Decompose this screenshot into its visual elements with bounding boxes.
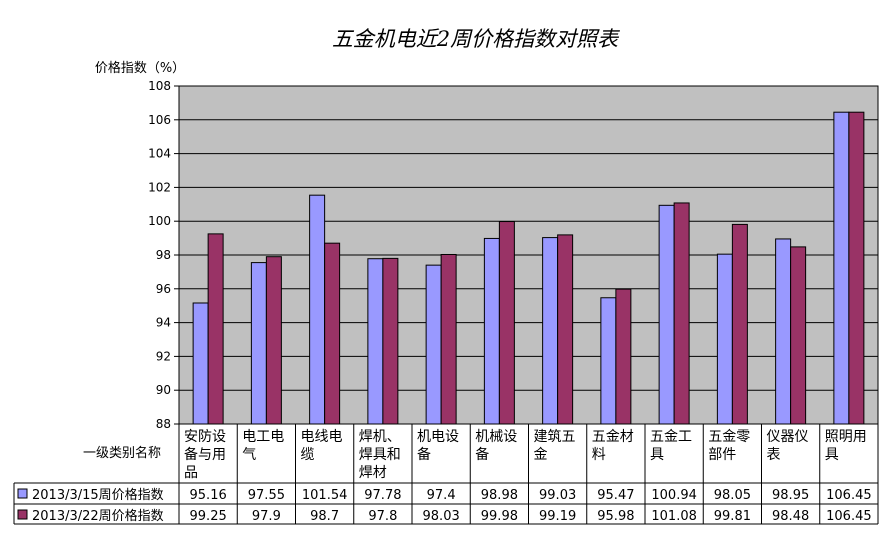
category-label: 五金材	[592, 429, 634, 445]
bar-2	[440, 253, 457, 425]
data-label-2: 99.25	[190, 509, 227, 524]
category-label: 料	[592, 447, 606, 463]
bar-2	[207, 233, 224, 425]
category-label: 部件	[708, 447, 736, 463]
y-tick-label: 104	[148, 147, 171, 161]
bar-2	[324, 242, 341, 425]
bar-1	[542, 237, 559, 425]
data-label-2: 97.8	[368, 509, 397, 524]
data-label-1: 97.55	[248, 488, 285, 503]
data-label-1: 98.05	[714, 488, 751, 503]
data-label-2: 98.48	[772, 509, 809, 524]
data-label-2: 95.98	[597, 509, 634, 524]
bar-1	[716, 253, 733, 425]
category-label: 焊具和	[359, 447, 401, 463]
category-label: 气	[242, 447, 256, 463]
bar-2	[382, 257, 399, 425]
y-tick-label: 108	[148, 79, 171, 93]
category-label: 金	[534, 447, 548, 463]
category-label: 具	[825, 447, 839, 463]
category-label: 建筑五	[534, 429, 576, 445]
category-label: 备	[417, 446, 431, 463]
data-label-1: 101.54	[302, 488, 348, 503]
bar-2	[265, 256, 282, 425]
data-label-2: 97.9	[252, 509, 281, 524]
data-label-1: 95.47	[597, 488, 634, 503]
data-label-1: 98.95	[772, 488, 809, 503]
data-label-2: 98.7	[310, 509, 339, 524]
legend-swatch-2	[17, 509, 28, 520]
series-name-2: 2013/3/22周价格指数	[32, 508, 164, 524]
category-label: 具	[650, 447, 664, 463]
data-label-1: 98.98	[481, 488, 518, 503]
y-axis-label: 价格指数（%）	[95, 60, 185, 76]
category-label: 焊机、	[359, 429, 401, 445]
y-tick-label: 102	[148, 180, 171, 194]
legend-swatch-1	[17, 488, 28, 499]
data-label-2: 106.45	[826, 509, 872, 524]
bar-1	[600, 297, 617, 425]
bar-2	[731, 223, 748, 425]
category-label: 焊材	[359, 465, 387, 481]
bar-2	[790, 246, 807, 425]
category-label: 机电设	[417, 429, 459, 445]
series-name-1: 2013/3/15周价格指数	[32, 487, 164, 503]
bar-2	[615, 288, 632, 425]
bar-1	[775, 238, 792, 425]
bar-1	[250, 262, 267, 425]
category-label: 五金工	[650, 429, 692, 445]
data-label-2: 99.81	[714, 509, 751, 524]
chart-title: 五金机电近2周价格指数对照表	[332, 27, 620, 51]
category-label: 缆	[301, 447, 315, 463]
y-tick-label: 106	[148, 113, 171, 127]
category-label: 备	[475, 446, 489, 463]
data-label-1: 100.94	[651, 488, 697, 503]
category-label: 品	[184, 465, 198, 481]
bar-1	[833, 111, 850, 425]
data-label-1: 97.4	[427, 488, 456, 503]
data-label-2: 101.08	[651, 509, 697, 524]
y-tick-label: 92	[156, 349, 171, 363]
y-tick-label: 88	[156, 417, 171, 431]
bar-1	[192, 302, 209, 425]
data-label-1: 97.78	[364, 488, 401, 503]
data-label-2: 98.03	[423, 509, 460, 524]
data-label-1: 95.16	[190, 488, 227, 503]
y-tick-label: 100	[148, 214, 171, 228]
data-label-1: 106.45	[826, 488, 872, 503]
data-label-1: 99.03	[539, 488, 576, 503]
y-tick-label: 98	[156, 248, 171, 262]
bar-2	[498, 221, 515, 425]
category-label: 备与用	[184, 446, 226, 463]
y-tick-label: 94	[156, 316, 171, 330]
category-label: 机械设	[475, 429, 517, 445]
bar-2	[673, 202, 690, 425]
category-row-header: 一级类别名称	[83, 445, 161, 461]
bar-2	[848, 111, 865, 425]
bar-1	[425, 264, 442, 425]
bar-1	[309, 194, 326, 425]
category-label: 表	[767, 447, 781, 463]
category-label: 仪器仪	[767, 429, 809, 445]
category-label: 电线电	[301, 429, 343, 445]
y-tick-label: 90	[156, 383, 171, 397]
category-label: 五金零	[708, 429, 750, 445]
bar-2	[557, 234, 574, 425]
y-tick-label: 96	[156, 282, 171, 296]
category-label: 照明用	[825, 429, 867, 445]
bar-1	[658, 204, 675, 425]
data-label-2: 99.98	[481, 509, 518, 524]
category-label: 安防设	[184, 429, 226, 445]
bar-1	[367, 258, 384, 425]
data-label-2: 99.19	[539, 509, 576, 524]
category-label: 电工电	[242, 429, 284, 445]
bar-1	[483, 237, 500, 425]
